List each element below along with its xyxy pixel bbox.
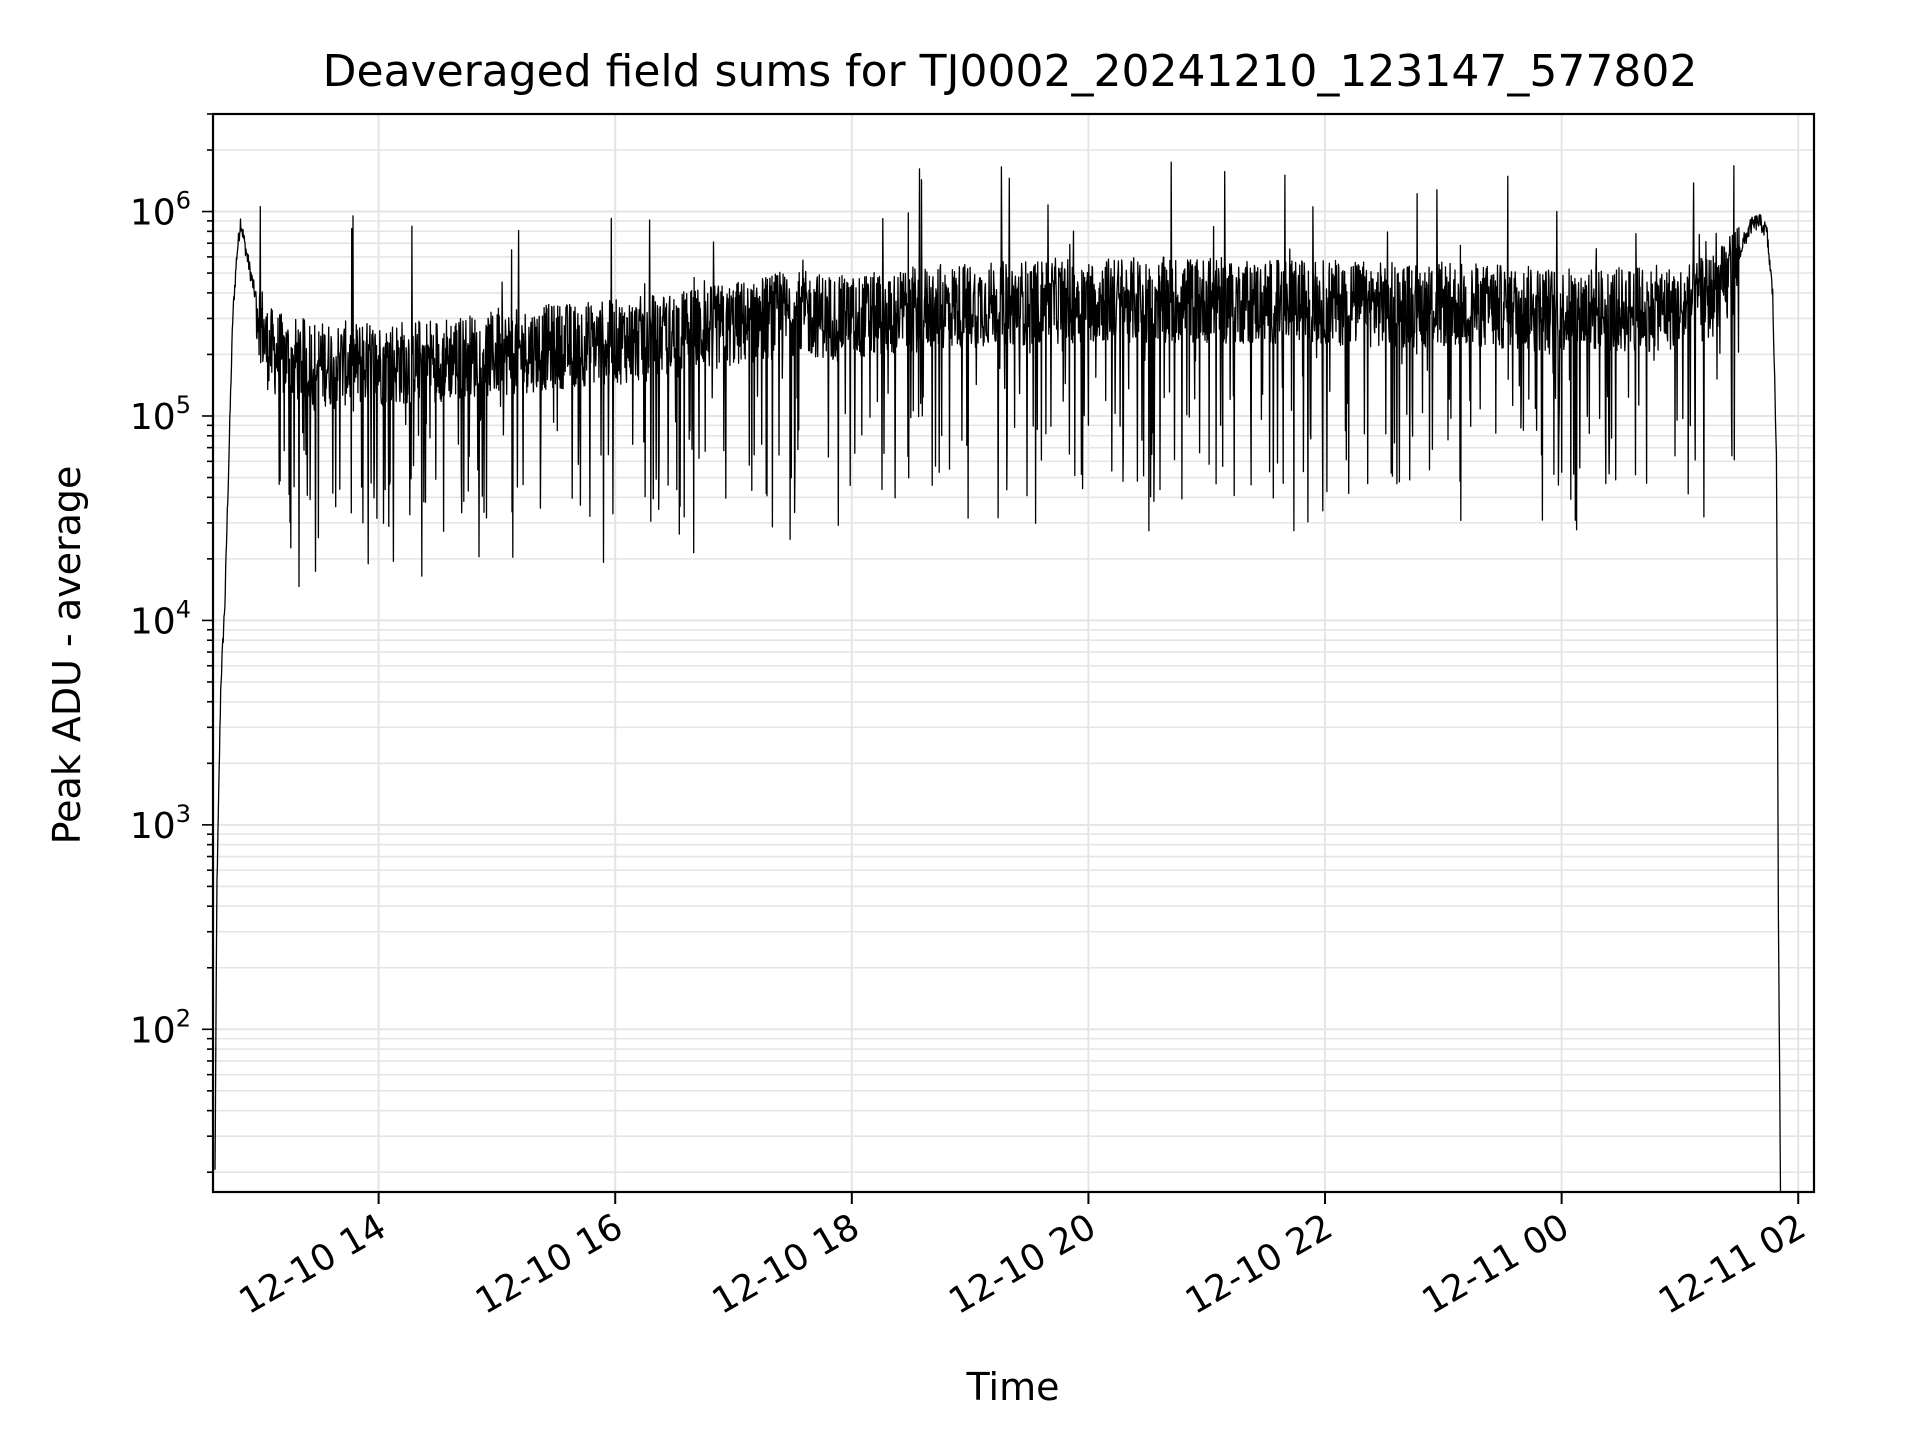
series-line — [214, 161, 1782, 1193]
y-tick-label: 102 — [130, 1004, 191, 1051]
series-layer — [214, 161, 1782, 1193]
chart-title: Deaveraged field sums for TJ0002_2024121… — [323, 46, 1698, 97]
y-tick-label: 103 — [130, 800, 191, 847]
plot-frame — [211, 112, 1816, 1194]
x-axis-label: Time — [966, 1365, 1060, 1409]
y-tick-label: 106 — [130, 187, 191, 234]
y-axis-label: Peak ADU - average — [45, 466, 89, 845]
y-tick-label: 105 — [130, 391, 191, 438]
y-tick-label: 104 — [130, 595, 191, 642]
